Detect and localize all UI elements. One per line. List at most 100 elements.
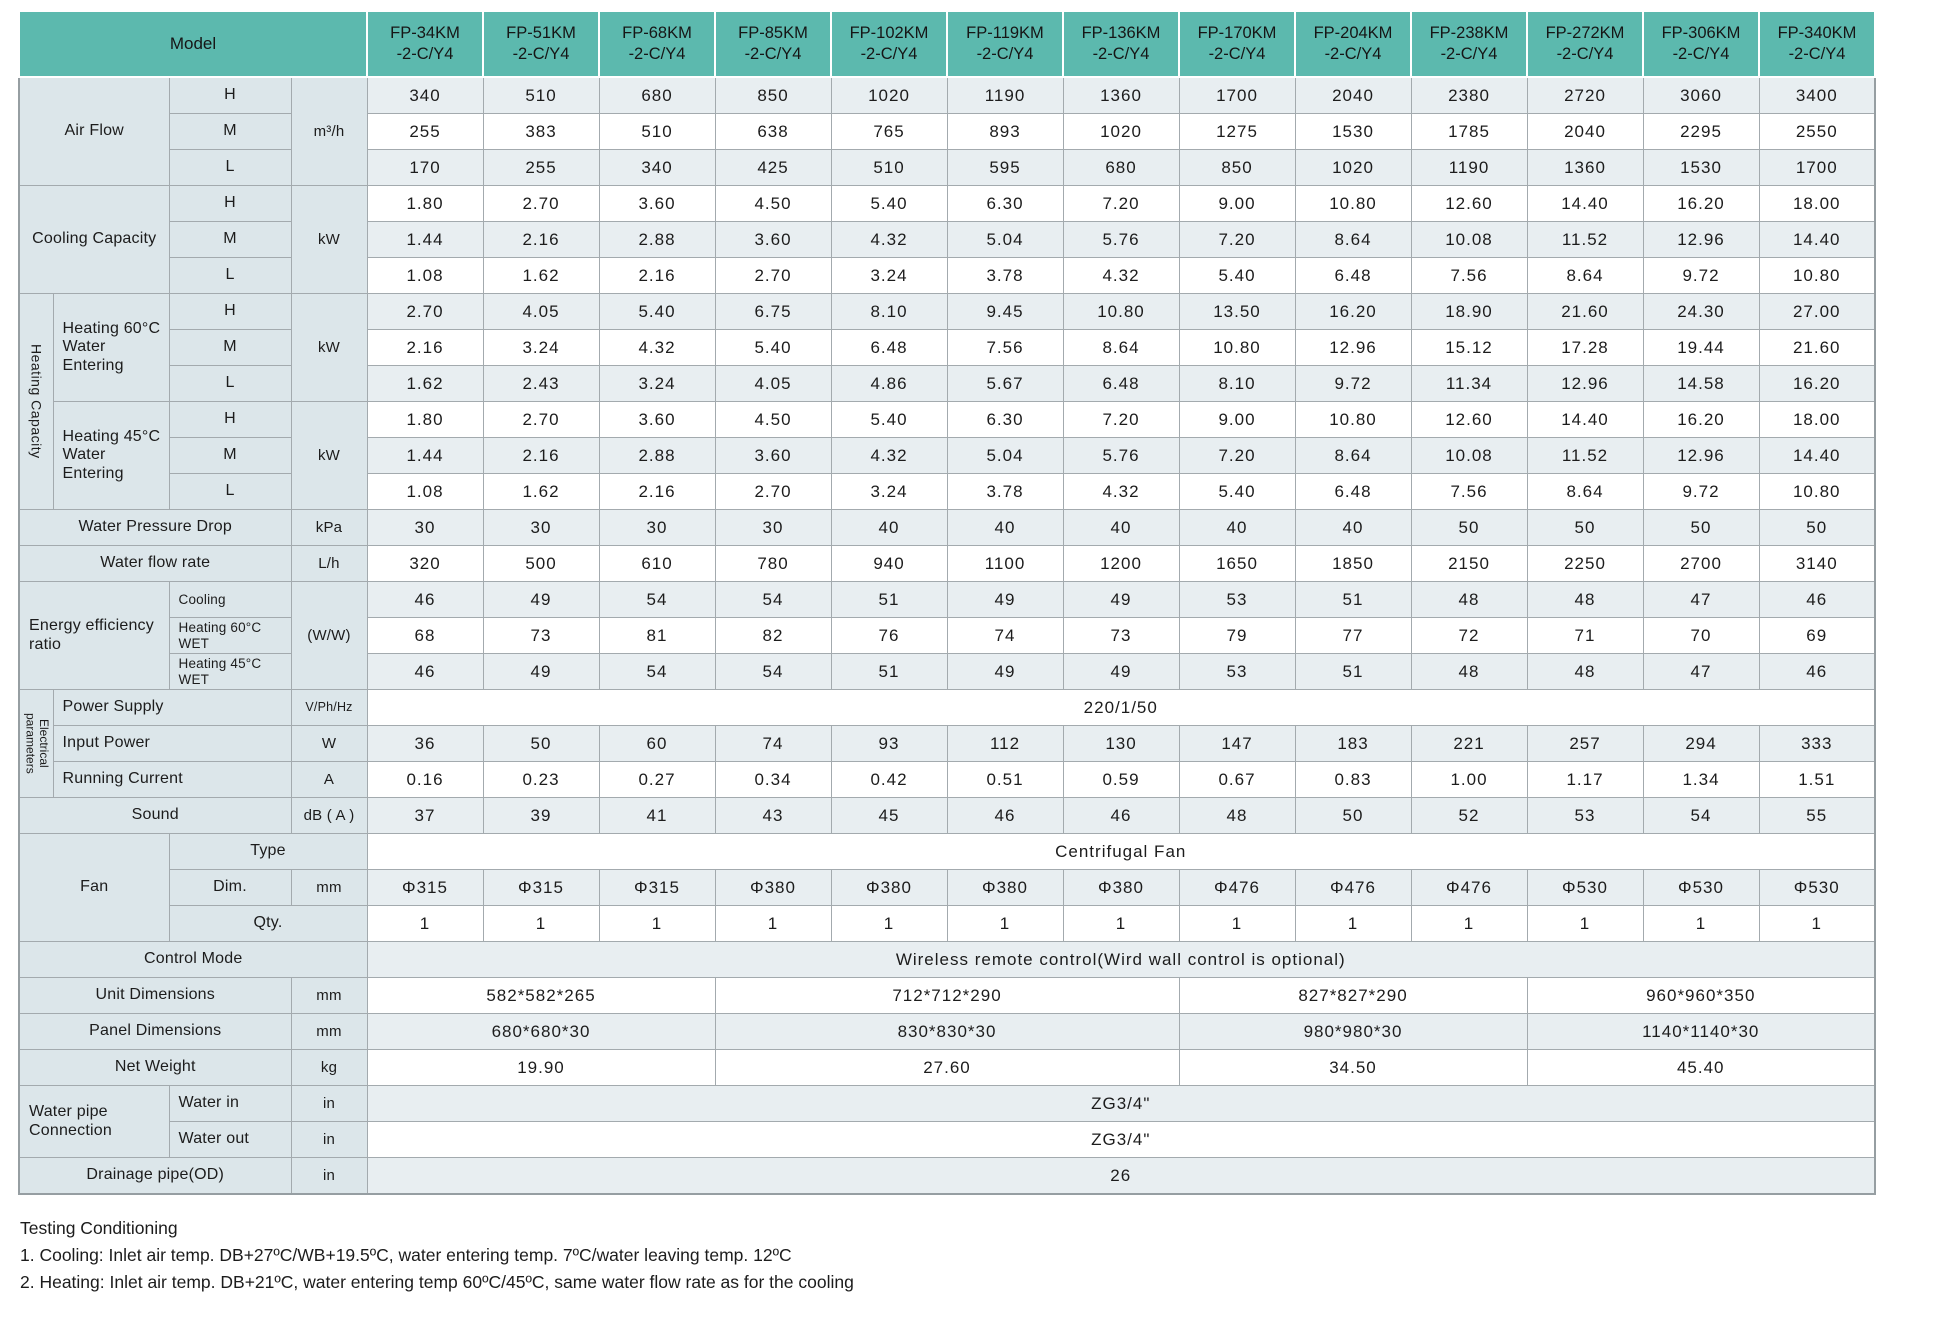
value-cell: Φ530 xyxy=(1526,869,1644,906)
model-column-header: FP-102KM -2-C/Y4 xyxy=(830,10,948,78)
row-label: Water in xyxy=(168,1085,292,1122)
value-cell: 47 xyxy=(1642,653,1760,690)
row-label: L xyxy=(168,473,292,510)
value-cell: 6.48 xyxy=(1062,365,1180,402)
unit-cell: W xyxy=(290,725,368,762)
row-label: Fan xyxy=(18,833,170,942)
value-cell: 320 xyxy=(366,545,484,582)
value-cell: 1.08 xyxy=(366,473,484,510)
value-cell: 46 xyxy=(366,653,484,690)
value-cell: 69 xyxy=(1758,617,1876,654)
value-cell: 1020 xyxy=(830,76,948,114)
value-cell: 76 xyxy=(830,617,948,654)
value-cell: 3.60 xyxy=(714,221,832,258)
value-cell: 8.64 xyxy=(1294,437,1412,474)
value-cell: 51 xyxy=(1294,653,1412,690)
row-label: Water Pressure Drop xyxy=(18,509,292,546)
value-cell: 1785 xyxy=(1410,113,1528,150)
value-cell: 2.43 xyxy=(482,365,600,402)
value-cell: 21.60 xyxy=(1526,293,1644,330)
value-cell: 5.40 xyxy=(830,185,948,222)
table-row: Heating 60°C WET 68 73 81 82 76 74 73 79 77 72 71 70… xyxy=(19,617,1876,654)
value-cell: 7.20 xyxy=(1062,401,1180,438)
value-cell: 9.00 xyxy=(1178,401,1296,438)
value-cell: 74 xyxy=(946,617,1064,654)
value-cell: 3.60 xyxy=(598,401,716,438)
value-cell: 4.32 xyxy=(830,221,948,258)
model-column-header: FP-340KM -2-C/Y4 xyxy=(1758,10,1876,78)
value-cell: 10.80 xyxy=(1758,473,1876,510)
value-cell: 850 xyxy=(714,76,832,114)
value-cell: 1 xyxy=(714,905,832,942)
value-cell: 52 xyxy=(1410,797,1528,834)
row-label: Heating Capacity xyxy=(18,293,54,510)
value-cell: 0.51 xyxy=(946,761,1064,798)
value-cell: 595 xyxy=(946,149,1064,186)
value-cell: 12.60 xyxy=(1410,401,1528,438)
model-column-header: FP-238KM -2-C/Y4 xyxy=(1410,10,1528,78)
row-label: H xyxy=(168,76,292,114)
table-row: Control Mode Wireless remote control(Wird… xyxy=(18,941,1876,978)
value-cell: 2040 xyxy=(1526,113,1644,150)
value-cell: 1360 xyxy=(1062,76,1180,114)
value-cell: 2.70 xyxy=(714,473,832,510)
value-cell: 10.08 xyxy=(1410,437,1528,474)
model-header-row: Model FP-34KM -2-C/Y4 FP-51KM -2-C/Y4 FP-68… xyxy=(18,10,1876,78)
value-cell: 50 xyxy=(1526,509,1644,546)
value-cell: 51 xyxy=(830,581,948,618)
row-label: Panel Dimensions xyxy=(18,1013,292,1050)
value-cell: 4.32 xyxy=(830,437,948,474)
value-cell: 49 xyxy=(1062,653,1180,690)
value-cell: 93 xyxy=(830,725,948,762)
value-cell: 3.60 xyxy=(598,185,716,222)
row-label: Electrical parameters xyxy=(18,689,54,798)
value-cell: 9.00 xyxy=(1178,185,1296,222)
value-cell: 12.60 xyxy=(1410,185,1528,222)
value-cell: 15.12 xyxy=(1410,329,1528,366)
value-cell: 60 xyxy=(598,725,716,762)
value-cell: 6.75 xyxy=(714,293,832,330)
value-cell: 19.90 xyxy=(366,1049,716,1086)
value-cell: 1530 xyxy=(1642,149,1760,186)
model-column-header: FP-272KM -2-C/Y4 xyxy=(1526,10,1644,78)
value-cell: 54 xyxy=(598,653,716,690)
value-cell: 7.56 xyxy=(1410,257,1528,294)
value-cell: 1 xyxy=(1526,905,1644,942)
value-cell: 21.60 xyxy=(1758,329,1876,366)
value-cell: 1 xyxy=(1758,905,1876,942)
value-cell: 893 xyxy=(946,113,1064,150)
row-label: Running Current xyxy=(52,761,292,798)
value-cell: 3.24 xyxy=(830,473,948,510)
value-cell: 4.50 xyxy=(714,185,832,222)
value-cell: 5.40 xyxy=(598,293,716,330)
value-cell: 4.32 xyxy=(1062,257,1180,294)
value-cell: 294 xyxy=(1642,725,1760,762)
value-cell: 7.56 xyxy=(946,329,1064,366)
table-row: Net Weight kg 19.90 27.60 34.50 45.40 xyxy=(18,1049,1876,1086)
value-cell: 827*827*290 xyxy=(1178,977,1528,1014)
value-cell: 7.20 xyxy=(1178,221,1296,258)
value-cell: Φ476 xyxy=(1294,869,1412,906)
value-cell: 3060 xyxy=(1642,76,1760,114)
value-cell: 73 xyxy=(482,617,600,654)
value-cell: Φ380 xyxy=(1062,869,1180,906)
value-cell: 2.70 xyxy=(366,293,484,330)
row-label: Input Power xyxy=(52,725,292,762)
value-cell: 8.64 xyxy=(1526,473,1644,510)
row-label: Water out xyxy=(168,1121,292,1158)
footer-note-cooling: 1. Cooling: Inlet air temp. DB+27ºC/WB+1… xyxy=(20,1245,792,1266)
row-label: Air Flow xyxy=(18,76,170,186)
value-cell: 68 xyxy=(366,617,484,654)
value-cell: 40 xyxy=(946,509,1064,546)
value-cell: 54 xyxy=(598,581,716,618)
value-cell: 960*960*350 xyxy=(1526,977,1876,1014)
unit-cell: A xyxy=(290,761,368,798)
value-cell: 30 xyxy=(482,509,600,546)
value-cell: 1360 xyxy=(1526,149,1644,186)
value-cell: 48 xyxy=(1526,653,1644,690)
value-cell: 1700 xyxy=(1758,149,1876,186)
value-cell: 3.78 xyxy=(946,257,1064,294)
table-row: Energy efficiency ratio Cooling (W/W) 46 49 5… xyxy=(18,581,1876,690)
value-cell: 425 xyxy=(714,149,832,186)
